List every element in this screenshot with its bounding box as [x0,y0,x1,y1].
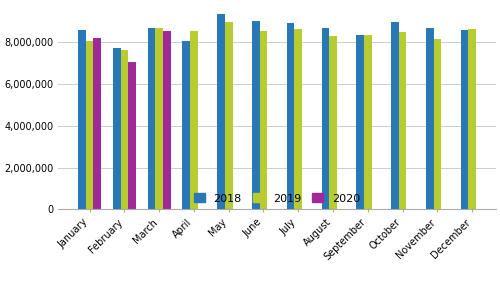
Bar [434,39,441,209]
Bar [426,28,434,209]
Bar [148,28,156,209]
Bar [113,48,120,209]
Bar [156,28,163,209]
Bar [190,31,198,209]
Bar [468,29,476,209]
Bar [217,14,225,209]
Bar [182,41,190,209]
Bar [252,21,260,209]
Bar [460,30,468,209]
Bar [356,34,364,209]
Bar [86,41,94,209]
Bar [329,36,337,209]
Bar [163,31,170,209]
Bar [225,22,232,209]
Bar [294,29,302,209]
Legend: 2018, 2019, 2020: 2018, 2019, 2020 [189,189,365,208]
Bar [287,23,294,209]
Bar [399,32,406,209]
Bar [120,50,128,209]
Bar [364,34,372,209]
Bar [94,38,101,209]
Bar [128,62,136,209]
Bar [322,28,329,209]
Bar [260,31,268,209]
Bar [78,30,86,209]
Bar [391,22,399,209]
